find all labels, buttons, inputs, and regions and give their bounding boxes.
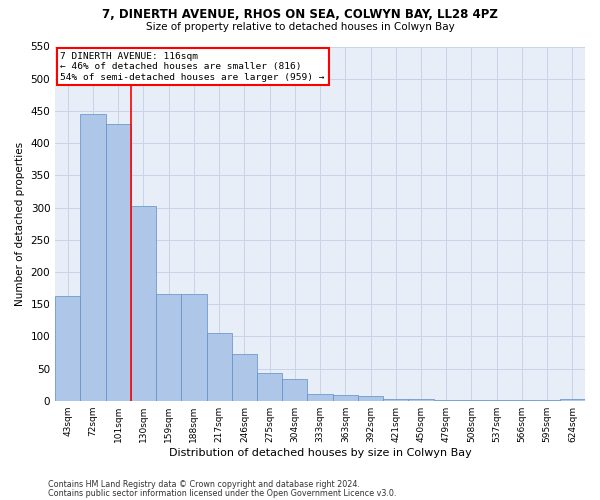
Bar (156, 294, 181, 401)
Bar (80, 114, 106, 401)
X-axis label: Distribution of detached houses by size in Colwyn Bay: Distribution of detached houses by size … (169, 448, 472, 458)
Bar (332, 395, 358, 400)
Bar (131, 206, 156, 400)
Bar (257, 373, 282, 400)
Bar (307, 394, 332, 400)
Bar (282, 380, 307, 400)
Text: Contains HM Land Registry data © Crown copyright and database right 2024.: Contains HM Land Registry data © Crown c… (48, 480, 360, 489)
Text: 7, DINERTH AVENUE, RHOS ON SEA, COLWYN BAY, LL28 4PZ: 7, DINERTH AVENUE, RHOS ON SEA, COLWYN B… (102, 8, 498, 20)
Text: 7 DINERTH AVENUE: 116sqm
← 46% of detached houses are smaller (816)
54% of semi-: 7 DINERTH AVENUE: 116sqm ← 46% of detach… (61, 52, 325, 82)
Bar (358, 396, 383, 400)
Bar (181, 294, 206, 401)
Bar (206, 333, 232, 400)
Bar (106, 124, 131, 400)
Bar (232, 354, 257, 401)
Y-axis label: Number of detached properties: Number of detached properties (15, 142, 25, 306)
Text: Contains public sector information licensed under the Open Government Licence v3: Contains public sector information licen… (48, 489, 397, 498)
Text: Size of property relative to detached houses in Colwyn Bay: Size of property relative to detached ho… (146, 22, 454, 32)
Bar (383, 399, 409, 400)
Bar (55, 296, 80, 401)
